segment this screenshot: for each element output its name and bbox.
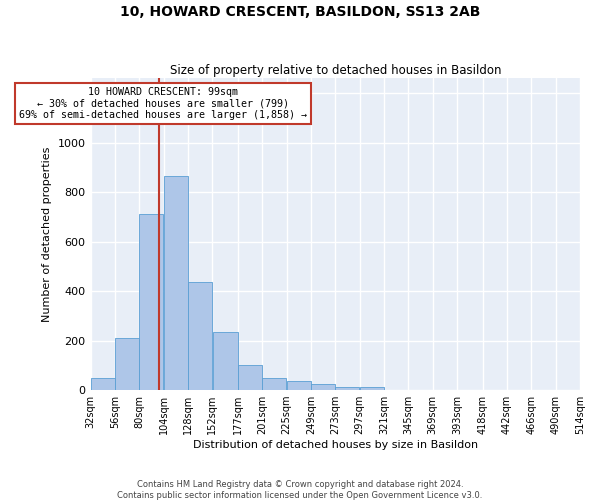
Y-axis label: Number of detached properties: Number of detached properties [42, 146, 52, 322]
Bar [212, 332, 238, 390]
Bar [115, 338, 139, 390]
Text: 10 HOWARD CRESCENT: 99sqm
← 30% of detached houses are smaller (799)
69% of semi: 10 HOWARD CRESCENT: 99sqm ← 30% of detac… [19, 87, 307, 120]
Text: 10, HOWARD CRESCENT, BASILDON, SS13 2AB: 10, HOWARD CRESCENT, BASILDON, SS13 2AB [120, 5, 480, 19]
X-axis label: Distribution of detached houses by size in Basildon: Distribution of detached houses by size … [193, 440, 478, 450]
Title: Size of property relative to detached houses in Basildon: Size of property relative to detached ho… [170, 64, 501, 77]
Bar [287, 380, 311, 390]
Text: Contains HM Land Registry data © Crown copyright and database right 2024.
Contai: Contains HM Land Registry data © Crown c… [118, 480, 482, 500]
Bar [360, 387, 384, 390]
Bar [262, 378, 286, 390]
Bar [164, 176, 188, 390]
Bar [238, 364, 262, 390]
Bar [188, 282, 212, 390]
Bar [335, 386, 359, 390]
Bar [311, 384, 335, 390]
Bar [91, 378, 115, 390]
Bar [139, 214, 163, 390]
